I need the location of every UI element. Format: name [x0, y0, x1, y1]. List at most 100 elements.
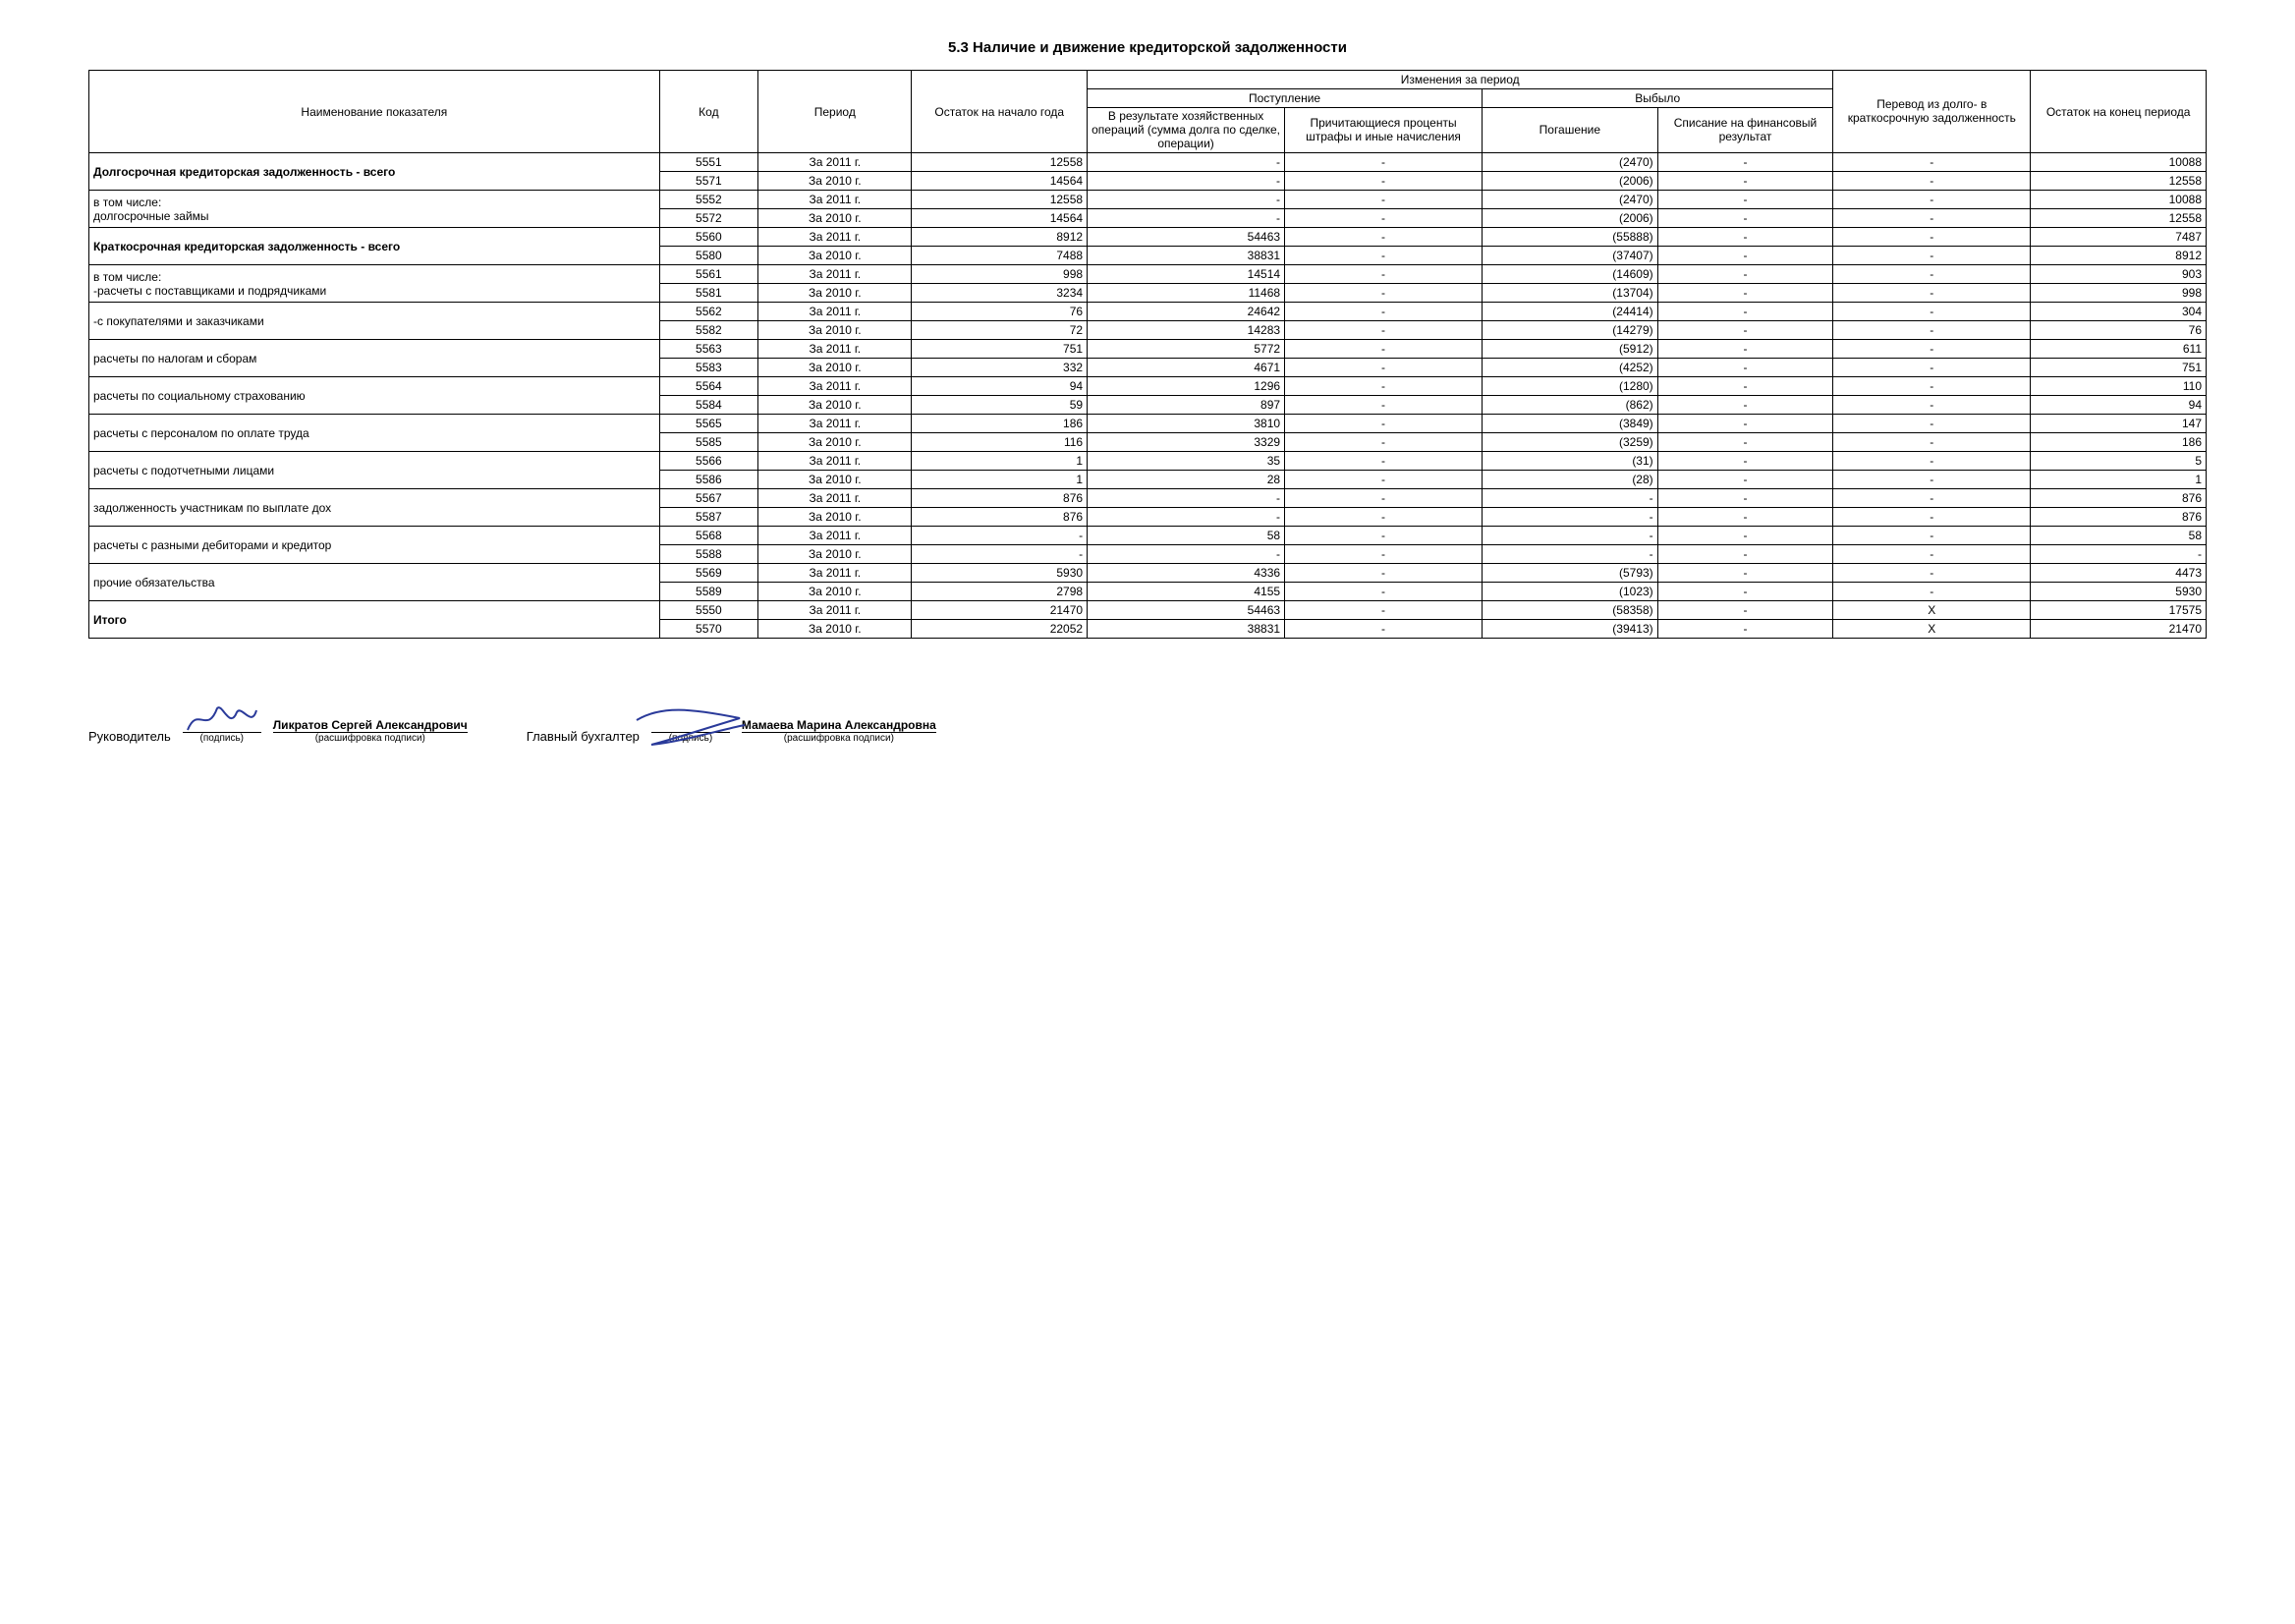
cell-in1: 54463	[1088, 228, 1285, 247]
cell-start: 5930	[912, 564, 1088, 583]
cell-out1: (4252)	[1483, 359, 1658, 377]
cell-start: 3234	[912, 284, 1088, 303]
cell-end: 5930	[2031, 583, 2207, 601]
row-label: задолженность участникам по выплате дох	[89, 489, 660, 527]
cell-in1: 897	[1088, 396, 1285, 415]
cell-out1: (5793)	[1483, 564, 1658, 583]
table-row: Итого5550За 2011 г.2147054463-(58358)-X1…	[89, 601, 2207, 620]
cell-tr: -	[1833, 415, 2031, 433]
table-row: расчеты по социальному страхованию5564За…	[89, 377, 2207, 396]
table-row: задолженность участникам по выплате дох5…	[89, 489, 2207, 508]
cell-period: За 2011 г.	[758, 527, 912, 545]
signature-scribble-2	[632, 700, 750, 750]
cell-in1: 3810	[1088, 415, 1285, 433]
cell-period: За 2010 г.	[758, 620, 912, 639]
cell-start: 751	[912, 340, 1088, 359]
cell-in2: -	[1285, 284, 1483, 303]
director-name: Ликратов Сергей Александрович	[273, 718, 468, 733]
cell-end: 147	[2031, 415, 2207, 433]
cell-start: 76	[912, 303, 1088, 321]
cell-code: 5562	[659, 303, 757, 321]
cell-tr: -	[1833, 527, 2031, 545]
cell-out1: (2470)	[1483, 153, 1658, 172]
cell-out1: (39413)	[1483, 620, 1658, 639]
hdr-inflow: Поступление	[1088, 89, 1483, 108]
cell-out1: -	[1483, 508, 1658, 527]
cell-code: 5552	[659, 191, 757, 209]
cell-in2: -	[1285, 508, 1483, 527]
cell-out2: -	[1657, 191, 1833, 209]
cell-period: За 2010 г.	[758, 545, 912, 564]
cell-code: 5564	[659, 377, 757, 396]
cell-end: 751	[2031, 359, 2207, 377]
cell-code: 5567	[659, 489, 757, 508]
cell-period: За 2010 г.	[758, 172, 912, 191]
cell-start: 59	[912, 396, 1088, 415]
cell-out1: (55888)	[1483, 228, 1658, 247]
cell-tr: -	[1833, 209, 2031, 228]
cell-in1: 38831	[1088, 620, 1285, 639]
cell-period: За 2011 г.	[758, 303, 912, 321]
row-label: -с покупателями и заказчиками	[89, 303, 660, 340]
row-label: расчеты с подотчетными лицами	[89, 452, 660, 489]
cell-start: 1	[912, 471, 1088, 489]
cell-in1: 54463	[1088, 601, 1285, 620]
table-row: прочие обязательства5569За 2011 г.593043…	[89, 564, 2207, 583]
cell-start: 1	[912, 452, 1088, 471]
cell-tr: -	[1833, 564, 2031, 583]
cell-code: 5561	[659, 265, 757, 284]
cell-period: За 2011 г.	[758, 452, 912, 471]
cell-in2: -	[1285, 620, 1483, 639]
cell-tr: -	[1833, 396, 2031, 415]
cell-start: 332	[912, 359, 1088, 377]
hdr-code: Код	[659, 71, 757, 153]
cell-end: 21470	[2031, 620, 2207, 639]
sub-name-2: (расшифровка подписи)	[784, 733, 894, 744]
cell-end: 903	[2031, 265, 2207, 284]
cell-code: 5570	[659, 620, 757, 639]
cell-in2: -	[1285, 489, 1483, 508]
cell-out1: (862)	[1483, 396, 1658, 415]
creditor-debt-table: Наименование показателя Код Период Остат…	[88, 70, 2207, 639]
cell-end: 5	[2031, 452, 2207, 471]
cell-in2: -	[1285, 433, 1483, 452]
table-row: Краткосрочная кредиторская задолженность…	[89, 228, 2207, 247]
cell-out2: -	[1657, 508, 1833, 527]
cell-in2: -	[1285, 377, 1483, 396]
cell-tr: -	[1833, 508, 2031, 527]
cell-start: 14564	[912, 172, 1088, 191]
table-row: в том числе:-расчеты с поставщиками и по…	[89, 265, 2207, 284]
cell-end: 8912	[2031, 247, 2207, 265]
cell-in2: -	[1285, 471, 1483, 489]
hdr-start: Остаток на начало года	[912, 71, 1088, 153]
cell-out1: (2006)	[1483, 172, 1658, 191]
cell-end: 58	[2031, 527, 2207, 545]
cell-start: -	[912, 545, 1088, 564]
cell-tr: -	[1833, 471, 2031, 489]
cell-end: -	[2031, 545, 2207, 564]
cell-tr: -	[1833, 452, 2031, 471]
cell-period: За 2011 г.	[758, 601, 912, 620]
hdr-outflow: Выбыло	[1483, 89, 1833, 108]
cell-in2: -	[1285, 527, 1483, 545]
cell-tr: -	[1833, 247, 2031, 265]
cell-out1: (5912)	[1483, 340, 1658, 359]
cell-in2: -	[1285, 209, 1483, 228]
cell-out2: -	[1657, 396, 1833, 415]
cell-in1: 14514	[1088, 265, 1285, 284]
cell-out2: -	[1657, 284, 1833, 303]
table-row: расчеты по налогам и сборам5563За 2011 г…	[89, 340, 2207, 359]
cell-out2: -	[1657, 433, 1833, 452]
hdr-changes: Изменения за период	[1088, 71, 1833, 89]
row-label: в том числе:-расчеты с поставщиками и по…	[89, 265, 660, 303]
cell-in2: -	[1285, 191, 1483, 209]
cell-in1: -	[1088, 172, 1285, 191]
cell-period: За 2010 г.	[758, 471, 912, 489]
cell-in2: -	[1285, 247, 1483, 265]
accountant-name: Мамаева Марина Александровна	[742, 718, 936, 733]
cell-end: 17575	[2031, 601, 2207, 620]
cell-tr: -	[1833, 265, 2031, 284]
cell-in2: -	[1285, 265, 1483, 284]
row-label: расчеты с персоналом по оплате труда	[89, 415, 660, 452]
cell-out1: (2470)	[1483, 191, 1658, 209]
